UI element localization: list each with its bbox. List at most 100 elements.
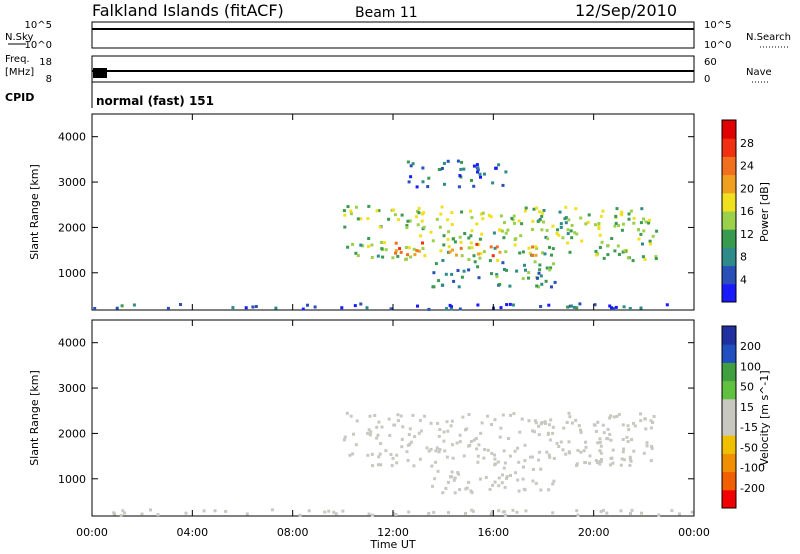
heatmap-cell — [442, 161, 446, 165]
heatmap-cell — [566, 241, 570, 245]
freq-label: Freq. — [5, 54, 30, 65]
heatmap-cell — [569, 229, 573, 233]
ytick-label: 2000 — [58, 427, 86, 440]
heatmap-cell — [376, 254, 380, 258]
colorbar-segment — [722, 138, 736, 157]
xtick-label: 16:00 — [477, 526, 509, 539]
heatmap-cell — [556, 228, 559, 232]
heatmap-cell — [543, 252, 547, 256]
heatmap-cell — [346, 245, 350, 249]
heatmap-cell — [405, 226, 409, 230]
heatmap-cell — [512, 214, 516, 218]
heatmap-cell — [457, 285, 461, 289]
heatmap-cell — [149, 508, 152, 512]
velocity-colorbar: 200 100 50 15 -15 -50 -100 -200 — [721, 325, 765, 509]
heatmap-cell — [508, 302, 512, 306]
heatmap-cell — [606, 427, 610, 431]
heatmap-cell — [520, 417, 524, 421]
heatmap-cell — [395, 461, 399, 465]
heatmap-cell — [601, 508, 605, 512]
heatmap-cell — [274, 306, 278, 310]
colorbar-tick: 20 — [740, 182, 754, 195]
heatmap-cell — [549, 266, 553, 270]
heatmap-cell — [537, 433, 541, 437]
heatmap-cell — [449, 307, 453, 311]
heatmap-cell — [464, 428, 467, 432]
xtick-label: 00:00 — [76, 526, 108, 539]
heatmap-cell — [475, 447, 479, 451]
heatmap-cell — [356, 217, 360, 221]
heatmap-cell — [534, 421, 538, 425]
heatmap-cell — [501, 183, 505, 187]
heatmap-cell — [405, 450, 409, 454]
heatmap-cell — [616, 244, 620, 248]
heatmap-cell — [570, 304, 573, 308]
heatmap-cell — [472, 254, 476, 258]
heatmap-cell — [555, 232, 559, 235]
heatmap-cell — [476, 265, 480, 269]
heatmap-cell — [435, 446, 439, 450]
heatmap-cell — [484, 476, 488, 479]
colorbar-segment — [722, 417, 736, 436]
heatmap-cell — [516, 446, 520, 450]
heatmap-cell — [588, 454, 592, 458]
heatmap-cell — [367, 428, 371, 432]
heatmap-cell — [458, 488, 462, 492]
heatmap-cell — [599, 444, 603, 448]
heatmap-cell — [453, 240, 457, 244]
heatmap-cell — [467, 413, 471, 416]
heatmap-cell — [301, 307, 305, 311]
ytick-label: 4000 — [58, 337, 86, 350]
heatmap-cell — [547, 488, 551, 492]
heatmap-cell — [539, 274, 543, 278]
heatmap-cell — [599, 510, 603, 513]
heatmap-cell — [475, 242, 479, 246]
heatmap-cell — [378, 452, 382, 456]
heatmap-cell — [528, 251, 532, 255]
heatmap-cell — [502, 449, 506, 453]
heatmap-cell — [421, 241, 424, 245]
colorbar-tick: 24 — [740, 160, 754, 173]
heatmap-cell — [378, 225, 382, 229]
heatmap-cell — [348, 453, 352, 457]
xtick-label: 20:00 — [578, 526, 610, 539]
heatmap-cell — [628, 457, 632, 461]
heatmap-cell — [179, 303, 182, 306]
heatmap-cell — [520, 222, 524, 226]
heatmap-cell — [639, 306, 643, 310]
heatmap-cell — [231, 306, 235, 310]
heatmap-cell — [598, 246, 602, 249]
heatmap-cell — [629, 209, 633, 213]
heatmap-cell — [456, 471, 460, 475]
heatmap-cell — [503, 510, 507, 514]
heatmap-cell — [538, 210, 542, 214]
heatmap-cell — [469, 489, 473, 493]
heatmap-cell — [502, 466, 506, 470]
heatmap-cell — [644, 427, 648, 431]
heatmap-cell — [156, 513, 160, 517]
heatmap-cell — [432, 271, 436, 275]
heatmap-cell — [614, 221, 618, 225]
heatmap-cell — [505, 303, 509, 307]
heatmap-cell — [476, 460, 480, 464]
heatmap-cell — [436, 469, 440, 473]
heatmap-cell — [472, 184, 476, 188]
heatmap-cell — [568, 415, 572, 419]
heatmap-cell — [115, 306, 119, 310]
heatmap-cell — [509, 474, 512, 477]
velocity-ylabel: Slant Range [km] — [28, 370, 41, 466]
heatmap-cell — [690, 510, 694, 514]
heatmap-cell — [605, 511, 609, 515]
heatmap-cell — [490, 272, 493, 276]
heatmap-cell — [601, 209, 605, 213]
heatmap-cell — [506, 228, 510, 232]
heatmap-cell — [430, 464, 434, 468]
colorbar-segment — [722, 229, 736, 248]
heatmap-cell — [416, 304, 419, 308]
heatmap-cell — [535, 284, 539, 288]
heatmap-cell — [647, 221, 651, 225]
heatmap-cell — [459, 167, 463, 171]
heatmap-cell — [140, 512, 144, 516]
heatmap-cell — [438, 428, 442, 431]
heatmap-cell — [421, 247, 425, 250]
